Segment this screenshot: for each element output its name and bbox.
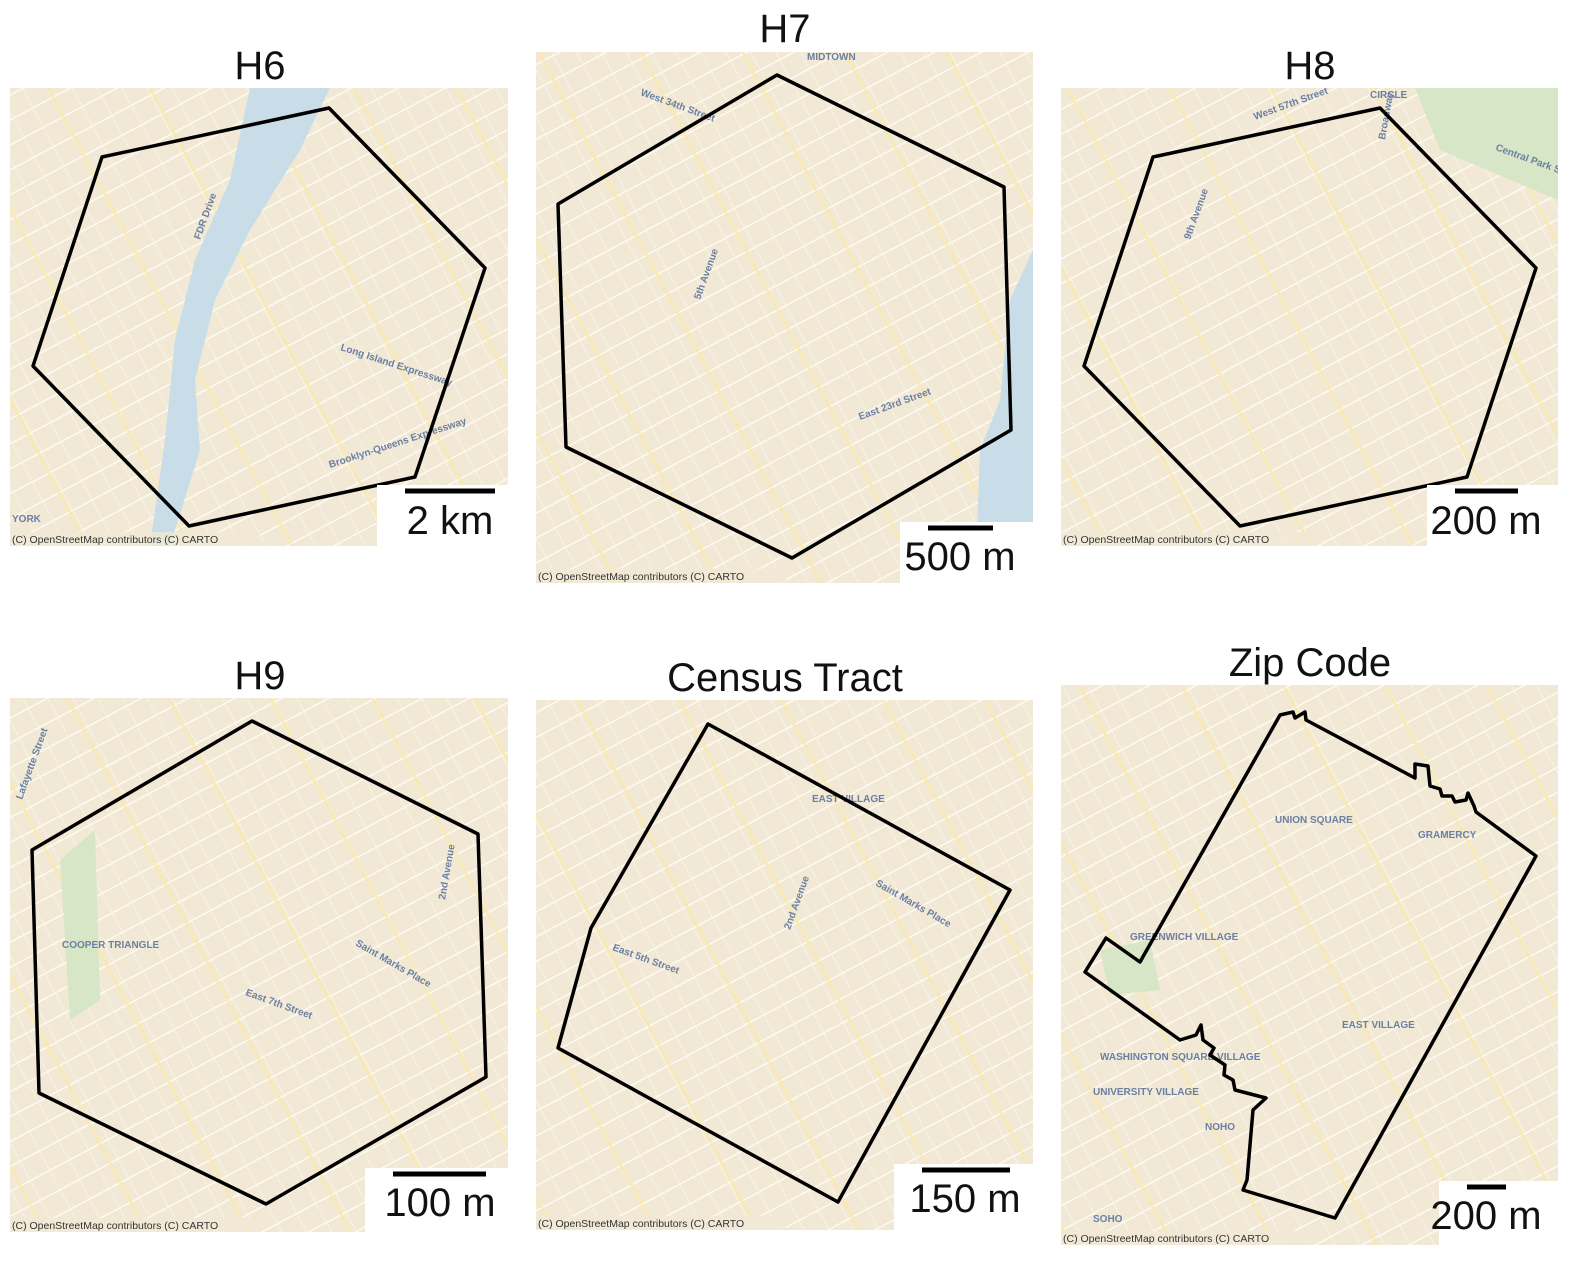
scale-background — [900, 522, 1033, 583]
map-label: EAST VILLAGE — [1342, 1020, 1415, 1031]
panel-title: Census Tract — [667, 656, 903, 700]
panel-title: H6 — [234, 44, 285, 88]
map-panel: UNION SQUARE GRAMERCY EAST VILLAGE NOHO SOHO… — [1061, 641, 1558, 1245]
attribution-background — [10, 1218, 260, 1232]
map-label: MIDTOWN — [807, 52, 856, 63]
scale-background — [894, 1164, 1033, 1230]
panel-title: H9 — [234, 654, 285, 698]
scale-background — [377, 485, 508, 546]
map: UNION SQUARE GRAMERCY EAST VILLAGE NOHO SOHO… — [1061, 685, 1558, 1245]
attribution-background — [10, 532, 260, 546]
attribution-background — [536, 1216, 786, 1230]
water — [975, 250, 1033, 583]
map-label: GREENWICH VILLAGE — [1130, 932, 1239, 943]
map-label: UNIVERSITY VILLAGE — [1093, 1087, 1199, 1098]
region-outline — [31, 106, 487, 528]
park — [60, 830, 100, 1020]
attribution: (C) OpenStreetMap contributors (C) CARTO — [538, 571, 744, 583]
scale-label: 100 m — [384, 1181, 495, 1225]
major-roads — [536, 52, 1033, 583]
attribution: (C) OpenStreetMap contributors (C) CARTO — [1063, 534, 1269, 546]
region-outline — [556, 73, 1013, 560]
panel-title: H7 — [759, 7, 810, 51]
major-roads — [536, 700, 1033, 1230]
attribution-background — [1061, 532, 1311, 546]
scale-label: 150 m — [909, 1177, 1020, 1221]
map-label: YORK — [12, 514, 42, 525]
attribution: (C) OpenStreetMap contributors (C) CARTO — [12, 534, 218, 546]
scale-label: 2 km — [407, 499, 494, 543]
attribution-background — [536, 569, 786, 583]
water — [150, 88, 330, 546]
attribution-background — [1061, 1231, 1311, 1245]
region-outline — [556, 722, 1012, 1204]
region-outline — [1082, 106, 1538, 528]
map-label: GRAMERCY — [1418, 830, 1477, 841]
park — [1415, 88, 1558, 200]
scale-background — [365, 1168, 508, 1232]
map-label: CIRCLE — [1370, 90, 1408, 101]
map-label: UNION SQUARE — [1275, 815, 1353, 826]
panel-title: H8 — [1284, 44, 1335, 88]
map-label: SOHO — [1093, 1214, 1123, 1225]
region-outline — [30, 719, 488, 1206]
panel-title: Zip Code — [1229, 641, 1391, 685]
attribution: (C) OpenStreetMap contributors (C) CARTO — [538, 1218, 744, 1230]
map-label: COOPER TRIANGLE — [62, 940, 160, 951]
attribution: (C) OpenStreetMap contributors (C) CARTO — [12, 1220, 218, 1232]
attribution: (C) OpenStreetMap contributors (C) CARTO — [1063, 1233, 1269, 1245]
map-label: WASHINGTON SQUARE VILLAGE — [1100, 1052, 1261, 1063]
scale-label: 500 m — [904, 535, 1015, 579]
scale-background — [1427, 485, 1558, 546]
scale-label: 200 m — [1430, 1194, 1541, 1238]
scale-background — [1439, 1181, 1558, 1245]
scale-label: 200 m — [1430, 499, 1541, 543]
map-label: NOHO — [1205, 1122, 1235, 1133]
region-outline — [1083, 710, 1538, 1220]
park — [1100, 940, 1160, 995]
